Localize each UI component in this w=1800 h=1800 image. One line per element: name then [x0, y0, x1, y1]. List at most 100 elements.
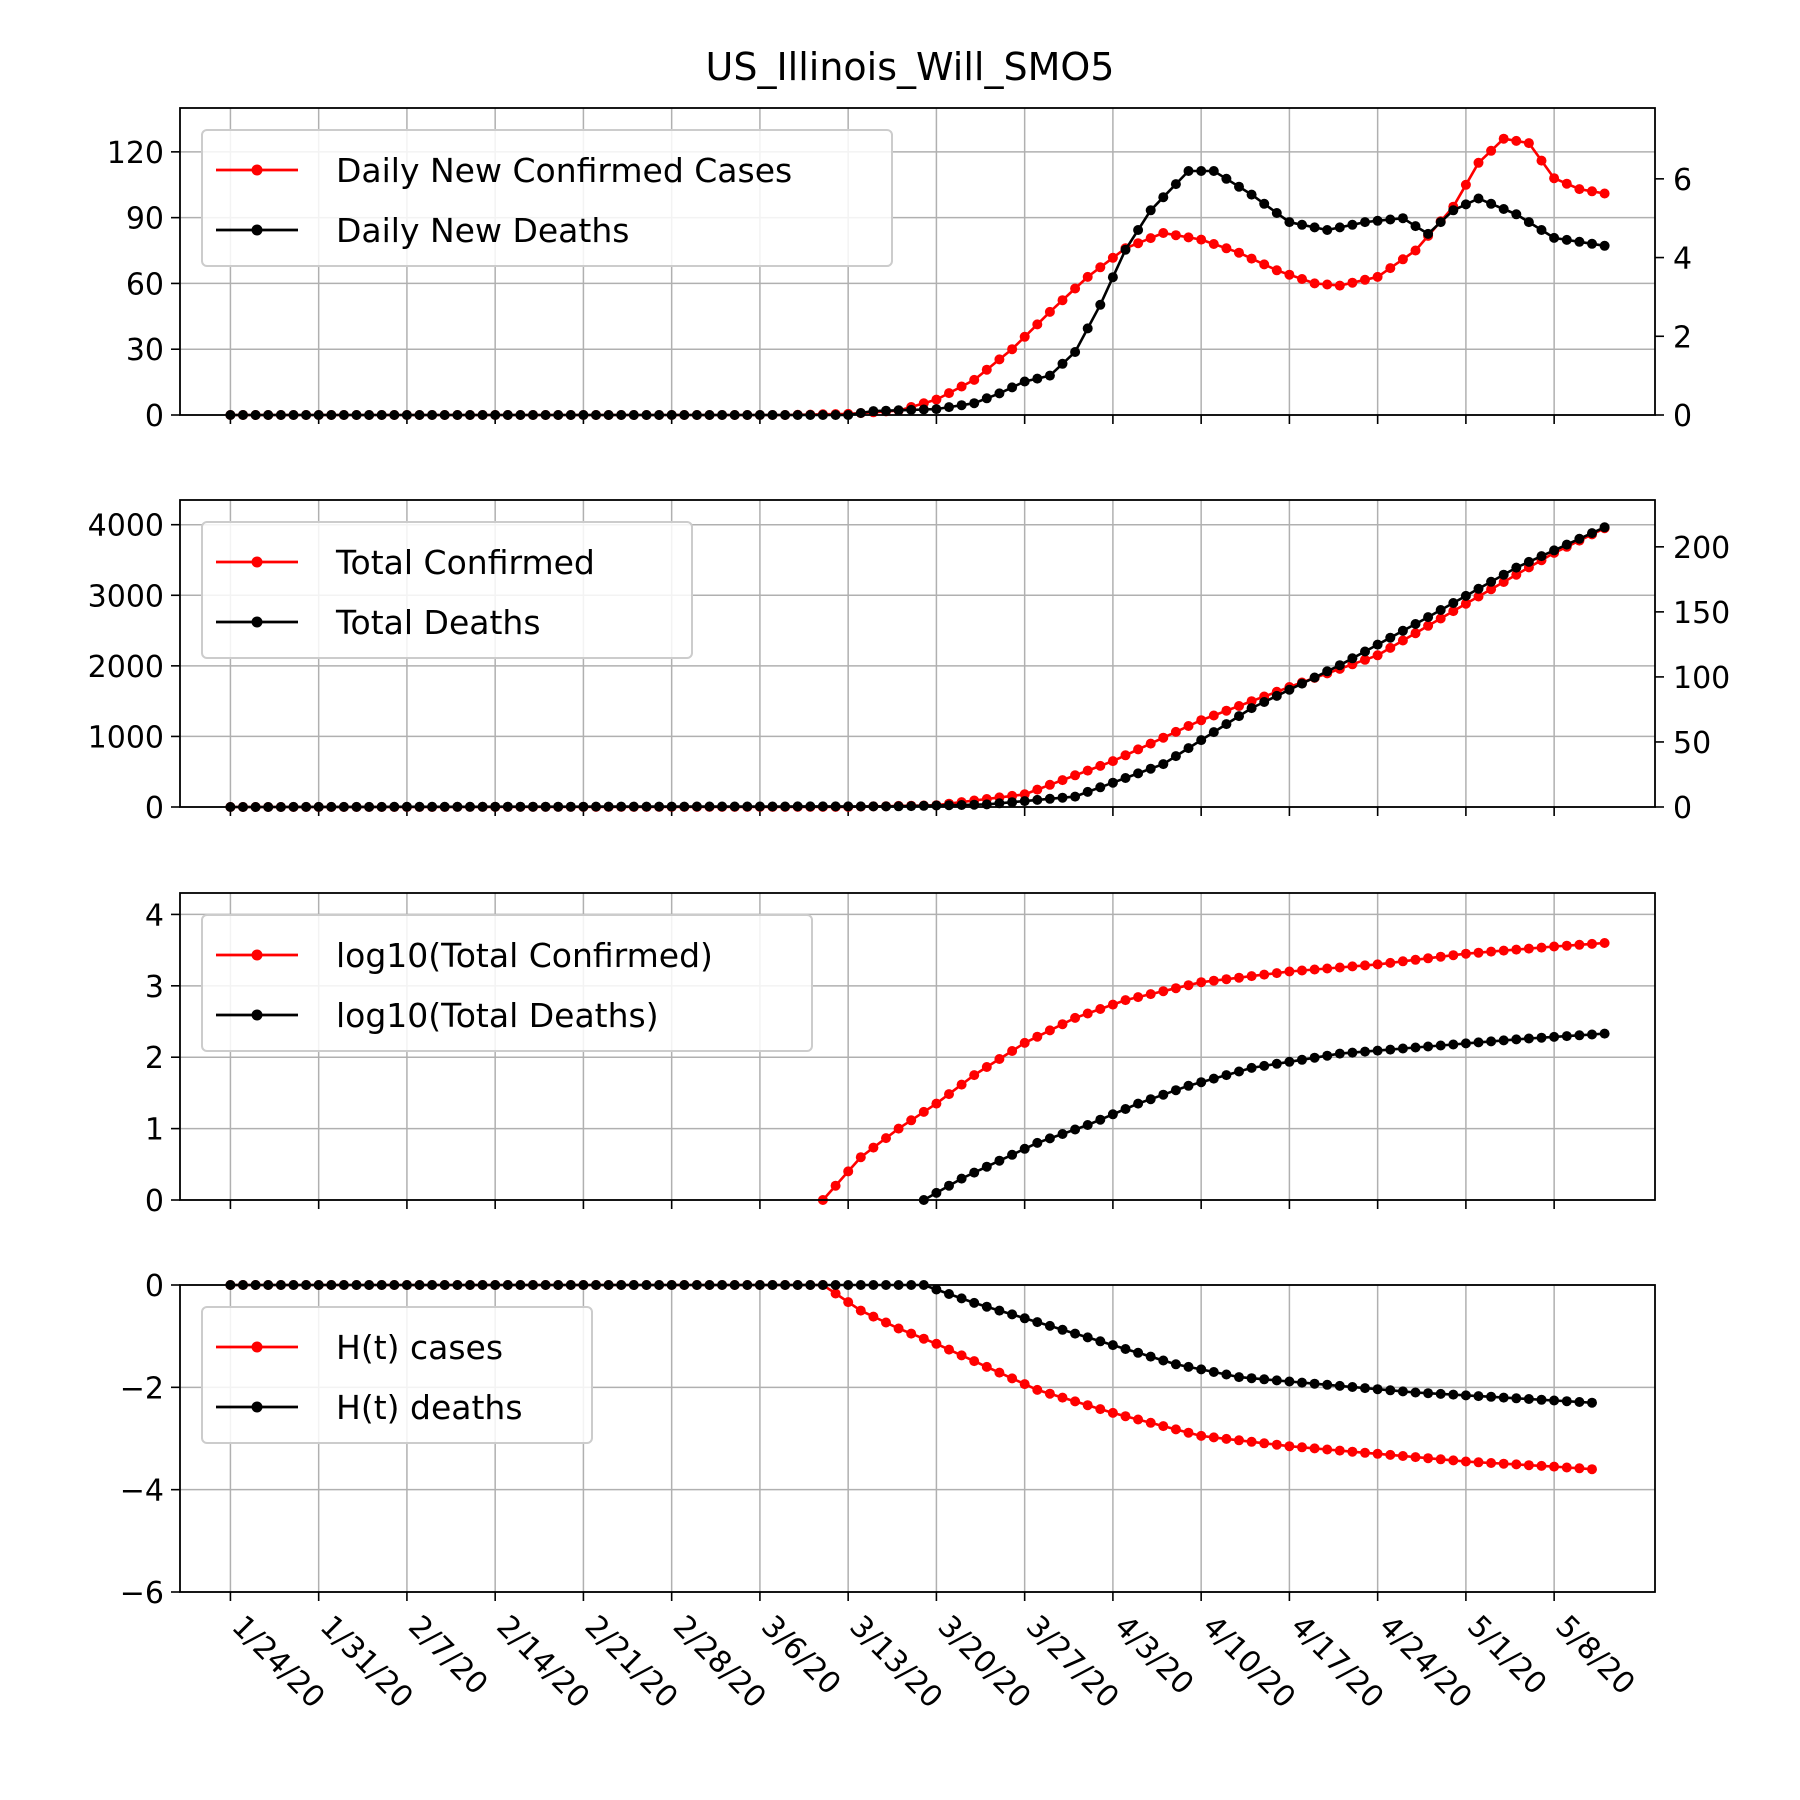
data-point — [1107, 1340, 1118, 1351]
data-point — [1423, 620, 1434, 631]
data-point — [1360, 960, 1370, 971]
data-point — [1271, 265, 1282, 276]
data-point — [1486, 1391, 1497, 1402]
data-point — [1196, 1430, 1207, 1441]
series-line — [923, 1032, 1605, 1202]
legend-marker — [251, 949, 263, 961]
data-point — [1246, 189, 1257, 200]
data-point — [830, 1288, 841, 1299]
data-point — [855, 1305, 866, 1316]
data-point — [969, 1167, 980, 1178]
data-point — [981, 1161, 992, 1172]
data-point — [1410, 954, 1421, 965]
x-tick-label: 4/10/20 — [1195, 1609, 1302, 1716]
data-point — [944, 1289, 954, 1299]
data-point — [1057, 775, 1068, 786]
data-point — [1120, 1104, 1131, 1114]
data-point — [1523, 1460, 1534, 1471]
data-point — [893, 405, 904, 416]
data-point — [1599, 938, 1610, 948]
legend: log10(Total Confirmed) log10(Total Deaths… — [201, 914, 813, 1052]
data-point — [1309, 1052, 1320, 1063]
data-point — [1423, 1453, 1434, 1464]
y-tick-label-left: 3 — [145, 970, 164, 1005]
data-point — [1032, 1031, 1043, 1042]
data-point — [1032, 1384, 1043, 1395]
data-point — [1196, 735, 1207, 746]
y-tick-label-left: 120 — [107, 136, 164, 171]
data-point — [1057, 792, 1068, 803]
data-point — [1599, 1028, 1610, 1039]
data-point — [1095, 1114, 1106, 1125]
data-point — [1435, 613, 1446, 624]
data-point — [1170, 983, 1181, 994]
data-point — [931, 1284, 942, 1295]
data-point — [1107, 999, 1118, 1010]
data-point — [1032, 794, 1043, 805]
data-point — [1007, 797, 1018, 808]
y-tick-label-left: −6 — [120, 1576, 164, 1611]
data-point — [1259, 259, 1270, 270]
legend-marker — [251, 556, 263, 568]
plot-frame — [179, 1284, 1656, 1593]
data-point — [1360, 274, 1370, 285]
data-point — [1208, 975, 1219, 986]
data-point — [1574, 1463, 1585, 1474]
data-point — [1271, 1439, 1282, 1450]
data-point — [1284, 269, 1295, 280]
legend-label: log10(Total Deaths) — [336, 996, 659, 1035]
data-point — [1511, 1034, 1522, 1045]
data-point — [1196, 1077, 1207, 1088]
data-point — [956, 400, 967, 411]
data-point — [918, 1333, 929, 1344]
data-point — [1523, 138, 1534, 149]
data-point — [944, 388, 954, 399]
data-point — [1170, 751, 1181, 762]
data-point — [1498, 569, 1509, 580]
data-point — [1423, 612, 1434, 623]
y-tick-label-left: 0 — [145, 1269, 164, 1304]
data-point — [1095, 760, 1106, 771]
data-point — [1183, 1361, 1194, 1372]
data-point — [1448, 205, 1459, 216]
data-point — [1070, 1396, 1081, 1407]
data-point — [1410, 245, 1421, 256]
data-point — [1158, 1089, 1169, 1100]
data-point — [1347, 219, 1358, 230]
data-point — [1360, 654, 1370, 665]
series-deaths — [918, 1028, 1610, 1205]
data-point — [1574, 184, 1585, 195]
data-point — [1309, 1443, 1320, 1454]
data-point — [931, 1098, 942, 1109]
data-point — [1057, 358, 1068, 369]
data-point — [1234, 1066, 1244, 1077]
data-point — [1536, 1394, 1547, 1405]
data-point — [1385, 957, 1396, 968]
data-point — [994, 1367, 1005, 1378]
data-point — [1460, 1456, 1471, 1467]
data-point — [1019, 376, 1030, 387]
y-tick-label-right: 0 — [1673, 791, 1692, 826]
data-point — [1347, 1446, 1358, 1457]
data-point — [1057, 1129, 1068, 1139]
data-point — [1158, 1355, 1169, 1366]
x-tick-label: 1/31/20 — [313, 1609, 420, 1716]
x-tick-label: 4/17/20 — [1284, 1609, 1391, 1716]
data-point — [868, 1142, 879, 1153]
data-point — [1107, 1109, 1118, 1120]
data-point — [1070, 791, 1081, 802]
data-point — [1208, 1432, 1219, 1443]
data-point — [1435, 1454, 1446, 1465]
data-point — [969, 1356, 980, 1367]
data-point — [906, 801, 917, 812]
data-point — [1007, 1046, 1018, 1056]
data-point — [1486, 584, 1497, 595]
data-point — [1536, 942, 1547, 953]
data-point — [1486, 946, 1497, 957]
panel-hazard: −6 −4 −2 0 H(t) cases H(t) deaths — [120, 1269, 1656, 1611]
data-point — [881, 1317, 891, 1328]
data-point — [1549, 545, 1560, 556]
y-tick-label-left: 4000 — [88, 509, 164, 544]
data-point — [1372, 1448, 1383, 1459]
data-point — [1019, 1143, 1030, 1154]
